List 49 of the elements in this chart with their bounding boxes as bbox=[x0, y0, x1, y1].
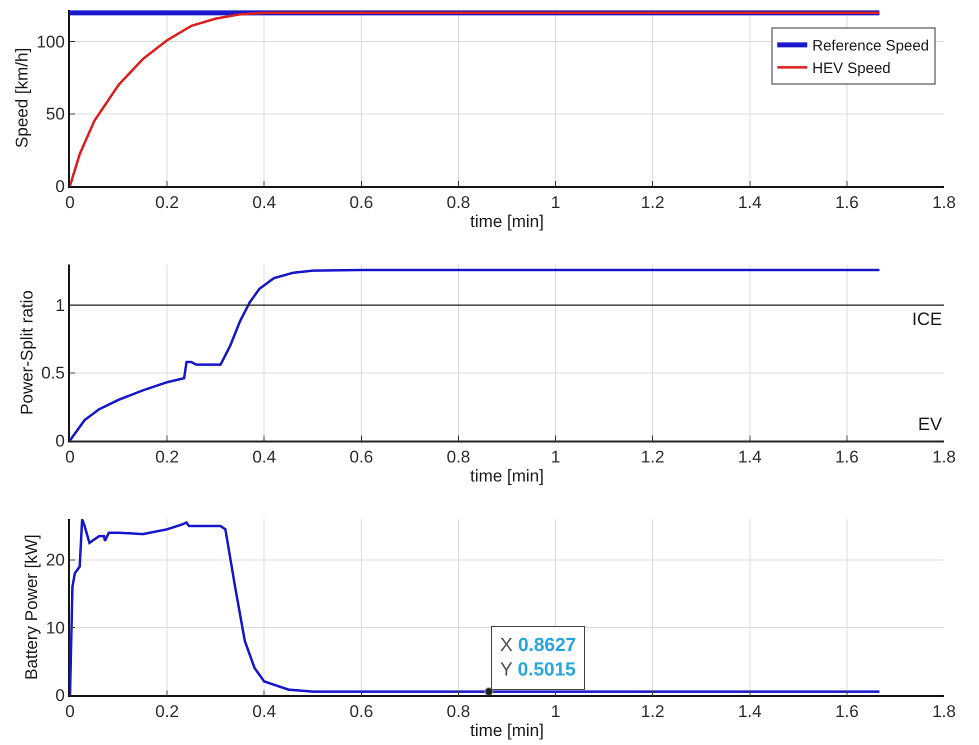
annotation: EV bbox=[918, 414, 942, 434]
x-tick-label: 0.6 bbox=[350, 192, 374, 212]
x-tick-label: 1.8 bbox=[932, 192, 956, 212]
y-tick-label: 1 bbox=[55, 296, 65, 316]
line-series bbox=[70, 519, 881, 695]
x-tick-label: 1.4 bbox=[738, 192, 762, 212]
x-tick-label: 0.6 bbox=[350, 448, 374, 467]
x-axis-title: time [min] bbox=[470, 212, 544, 231]
x-tick-label: 0.2 bbox=[155, 192, 179, 212]
x-tick-label: 0.8 bbox=[446, 702, 470, 722]
ref-line-label: ICE bbox=[912, 309, 942, 329]
x-tick-label: 0.2 bbox=[155, 702, 179, 722]
x-tick-label: 1.6 bbox=[835, 192, 859, 212]
x-tick-label: 0.8 bbox=[446, 448, 470, 467]
x-tick-label: 1 bbox=[550, 448, 560, 467]
x-tick-label: 1 bbox=[550, 192, 560, 212]
x-tick-label: 1.6 bbox=[835, 448, 859, 467]
y-tick-label: 0 bbox=[55, 431, 65, 450]
x-tick-label: 1.8 bbox=[932, 448, 956, 467]
y-tick-label: 100 bbox=[36, 32, 65, 52]
y-tick-label: 20 bbox=[46, 550, 65, 570]
x-tick-label: 0.4 bbox=[252, 702, 276, 722]
y-axis-title: Power-Split ratio bbox=[17, 290, 36, 415]
x-axis-title: time [min] bbox=[470, 721, 544, 740]
x-tick-label: 0.6 bbox=[350, 702, 374, 722]
x-tick-label: 1 bbox=[550, 702, 560, 722]
y-tick-label: 0 bbox=[55, 176, 65, 196]
y-tick-label: 0.5 bbox=[41, 364, 65, 383]
x-tick-label: 1.2 bbox=[640, 192, 664, 212]
x-tick-label: 0.8 bbox=[446, 192, 470, 212]
x-tick-label: 1.4 bbox=[738, 448, 762, 467]
y-axis-title: Battery Power [kW] bbox=[22, 534, 41, 680]
line-series bbox=[70, 268, 881, 440]
y-tick-label: 10 bbox=[46, 618, 65, 638]
y-tick-label: 0 bbox=[55, 686, 65, 705]
x-tick-label: 1.2 bbox=[640, 702, 664, 722]
x-tick-label: 1.6 bbox=[835, 702, 859, 722]
x-axis-title: time [min] bbox=[470, 466, 544, 486]
x-tick-label: 0.4 bbox=[252, 192, 276, 212]
legend-label: HEV Speed bbox=[812, 60, 891, 78]
annotation: X 0.8627 Y 0.5015 bbox=[500, 635, 576, 681]
x-tick-label: 1.8 bbox=[932, 702, 956, 722]
legend-label: Reference Speed bbox=[812, 38, 930, 55]
x-tick-label: 1.2 bbox=[640, 448, 664, 467]
y-axis-title: Speed [km/h] bbox=[12, 48, 32, 148]
y-tick-label: 50 bbox=[46, 104, 65, 124]
x-tick-label: 1.4 bbox=[738, 702, 762, 722]
x-tick-label: 0.4 bbox=[252, 448, 276, 467]
x-tick-label: 0.2 bbox=[155, 448, 179, 467]
